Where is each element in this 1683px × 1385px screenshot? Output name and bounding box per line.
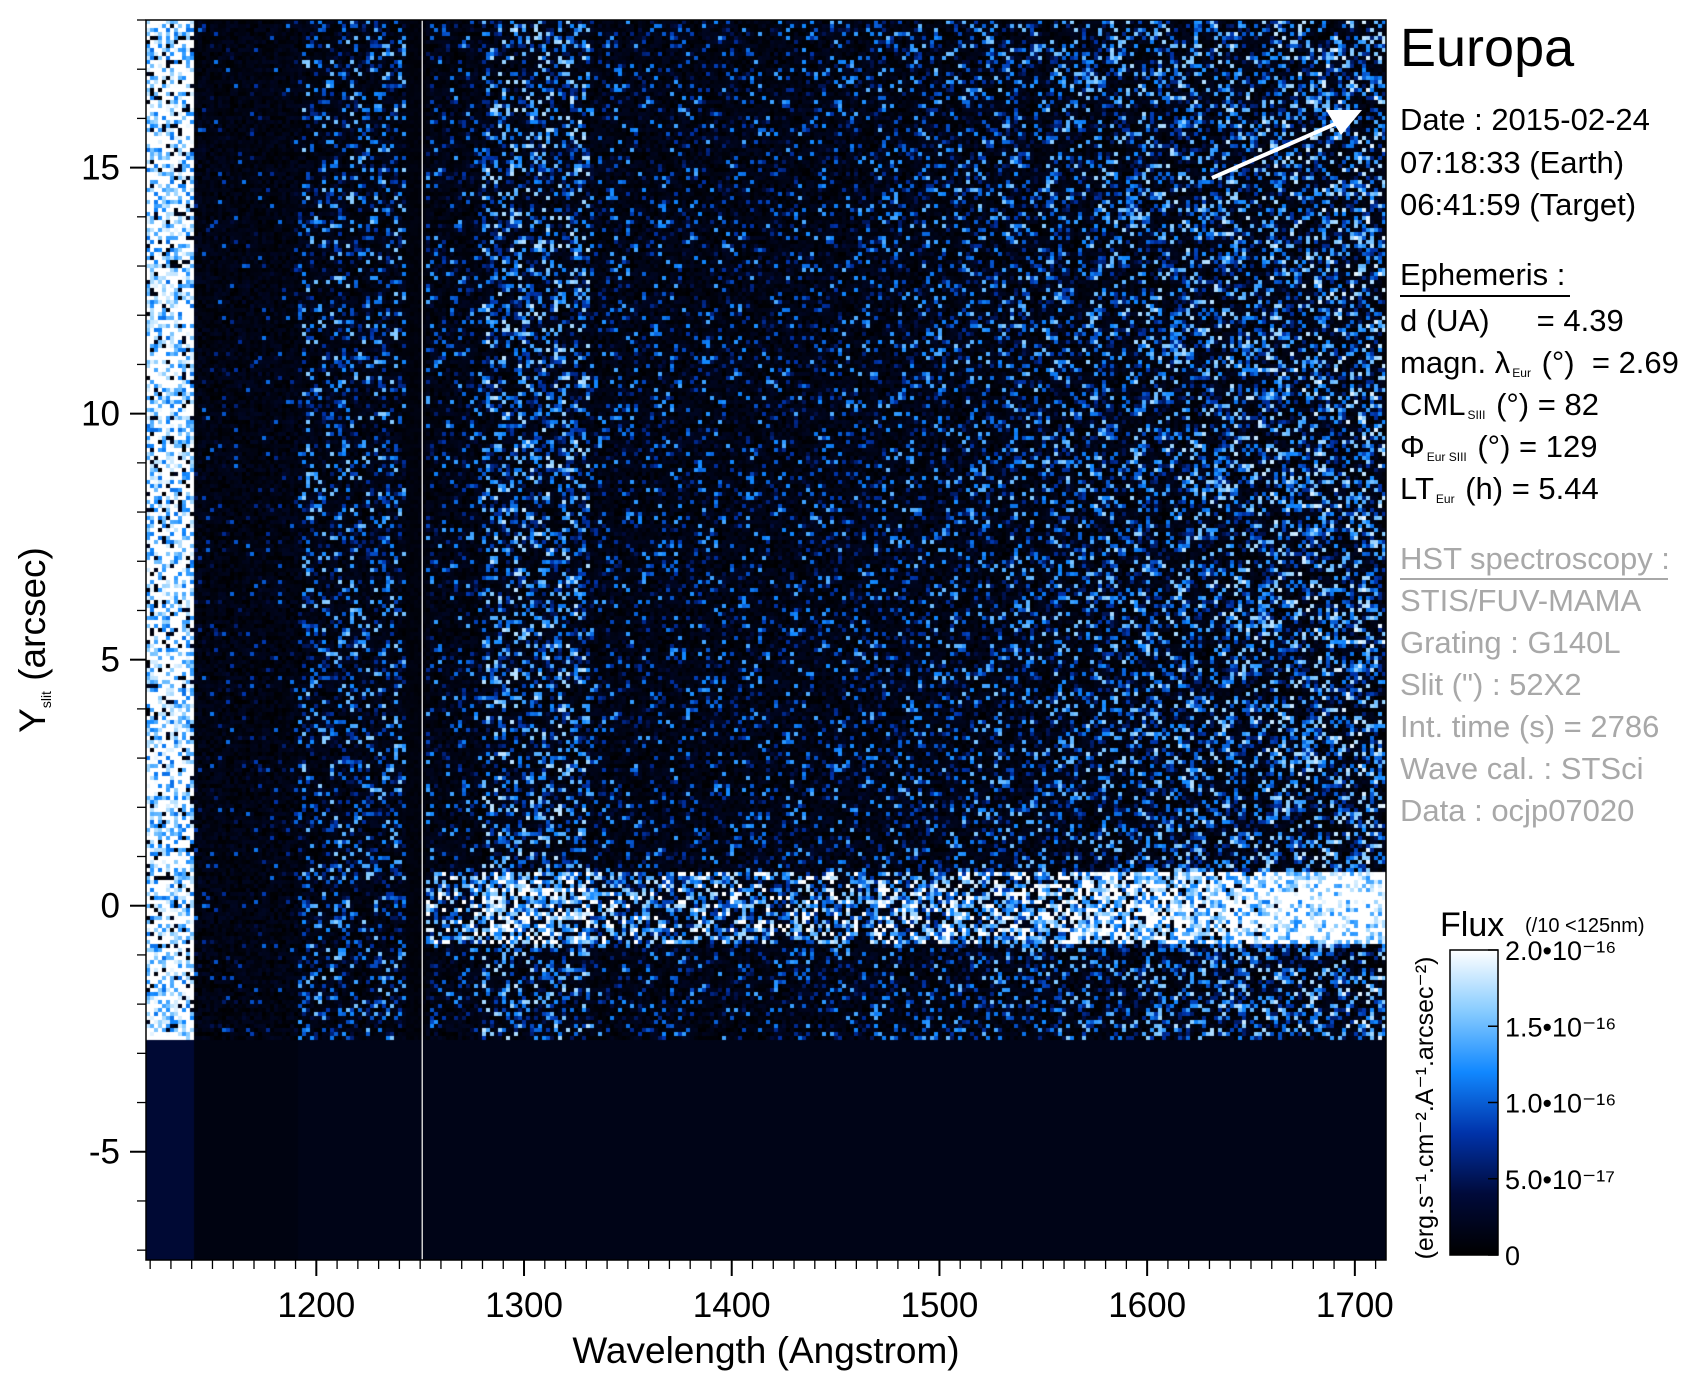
north-direction-arrowhead — [1326, 110, 1362, 135]
hst-parameter: Slit (") : 52X2 — [1400, 667, 1582, 702]
colorbar-tick-label: 2.0•10⁻¹⁶ — [1505, 936, 1616, 966]
x-tick-label: 1400 — [693, 1286, 771, 1325]
x-tick-label: 1500 — [900, 1286, 978, 1325]
y-tick-label: 15 — [81, 149, 120, 188]
target-name: Europa — [1400, 18, 1575, 78]
colorbar: 0 5.0•10⁻¹⁷ 1.0•10⁻¹⁶ 1.5•10⁻¹⁶ 2.0•10⁻¹⁶ Fl… — [1411, 906, 1645, 1271]
y-tick-label: -5 — [89, 1133, 120, 1172]
colorbar-tick-label: 5.0•10⁻¹⁷ — [1505, 1165, 1615, 1195]
colorbar-tick-label: 0 — [1505, 1241, 1520, 1271]
ephemeris-item: d (UA) = 4.39 — [1400, 303, 1624, 338]
y-tick-label: 5 — [101, 641, 120, 680]
y-axis-label: Yslit (arcsec) — [12, 547, 54, 733]
flux-heatmap — [146, 20, 1386, 1260]
plot-area — [145, 19, 1387, 1261]
hst-header: HST spectroscopy : — [1400, 541, 1670, 576]
ephemeris-underline — [1400, 295, 1570, 297]
target-time: 06:41:59 (Target) — [1400, 187, 1637, 222]
earth-time: 07:18:33 (Earth) — [1400, 145, 1625, 180]
hst-parameter: Grating : G140L — [1400, 625, 1621, 660]
hst-parameter: Wave cal. : STSci — [1400, 751, 1644, 786]
colorbar-tick-label: 1.5•10⁻¹⁶ — [1505, 1012, 1616, 1042]
x-tick-label: 1200 — [277, 1286, 355, 1325]
x-axis-label: Wavelength (Angstrom) — [572, 1330, 959, 1371]
x-tick-label: 1700 — [1316, 1286, 1394, 1325]
x-tick-label: 1600 — [1108, 1286, 1186, 1325]
ephemeris-header: Ephemeris : — [1400, 257, 1566, 292]
hst-underline — [1400, 578, 1668, 580]
hst-parameter: Int. time (s) = 2786 — [1400, 709, 1660, 744]
y-tick-label: 10 — [81, 395, 120, 434]
ephemeris-item: Φ Eur SIII (°) = 129 — [1400, 429, 1598, 464]
colorbar-unit-label: (erg.s⁻¹.cm⁻².A⁻¹.arcsec⁻²) — [1411, 957, 1439, 1260]
colorbar-title: Flux — [1440, 906, 1504, 944]
y-axis: -5 0 5 10 15 — [81, 19, 146, 1251]
ephemeris-item: LT Eur (h) = 5.44 — [1400, 471, 1599, 506]
ephemeris-item: magn. λ Eur (°) = 2.69 — [1400, 345, 1679, 380]
observation-date: Date : 2015-02-24 — [1400, 102, 1650, 137]
ephemeris-item: CML SIII (°) = 82 — [1400, 387, 1599, 422]
colorbar-note: (/10 <125nm) — [1525, 915, 1645, 937]
x-tick-label: 1300 — [485, 1286, 563, 1325]
y-tick-label: 0 — [101, 887, 120, 926]
hst-parameter: Data : ocjp07020 — [1400, 793, 1635, 828]
plot-frame — [145, 19, 1387, 1261]
hst-parameter: STIS/FUV-MAMA — [1400, 583, 1642, 618]
colorbar-tick-label: 1.0•10⁻¹⁶ — [1505, 1089, 1616, 1119]
x-axis: 1200 1300 1400 1500 1600 1700 — [149, 1260, 1394, 1325]
north-direction-arrow — [1211, 118, 1345, 180]
